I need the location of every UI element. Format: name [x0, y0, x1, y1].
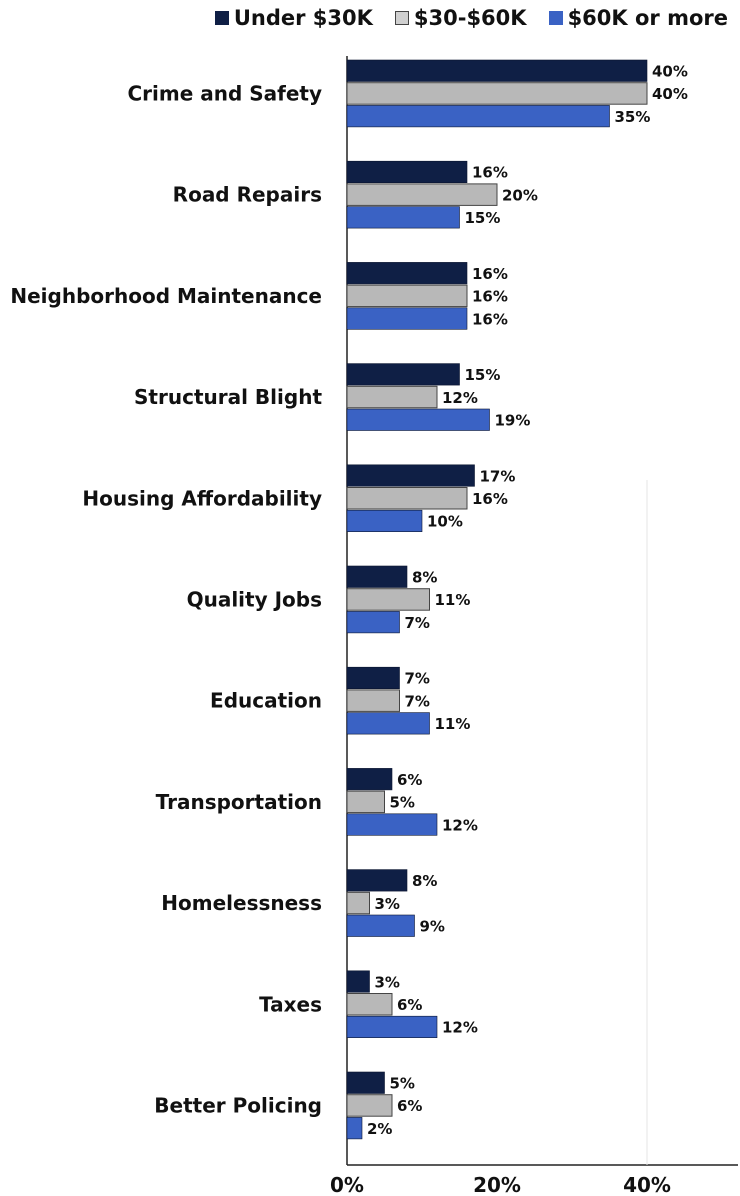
bar	[346, 588, 430, 611]
category-label: Better Policing	[154, 1093, 322, 1117]
data-label: 6%	[397, 996, 422, 1014]
bar	[346, 408, 490, 431]
x-tick-label: 20%	[473, 1173, 521, 1196]
bar	[346, 284, 468, 308]
bar	[346, 82, 648, 105]
data-label: 35%	[615, 108, 651, 126]
data-label: 5%	[390, 1075, 415, 1093]
bar	[346, 509, 423, 533]
bar	[346, 666, 400, 690]
legend-label-30-60k: $30-$60K	[413, 6, 527, 30]
category-label: Homelessness	[161, 891, 322, 915]
data-label: 12%	[442, 816, 478, 834]
data-label: 15%	[465, 366, 501, 384]
data-label: 12%	[442, 1019, 478, 1037]
data-label: 16%	[472, 490, 508, 508]
data-label: 16%	[472, 310, 508, 328]
data-label: 6%	[397, 1097, 422, 1115]
data-label: 19%	[495, 412, 531, 430]
data-label: 16%	[472, 265, 508, 283]
data-label: 3%	[375, 973, 400, 991]
data-label: 7%	[405, 670, 430, 688]
legend-swatch-under-30k	[214, 11, 229, 25]
data-label: 40%	[652, 85, 688, 103]
data-label: 12%	[442, 389, 478, 407]
bar	[346, 363, 460, 386]
category-label: Crime and Safety	[127, 81, 322, 105]
bar	[346, 611, 400, 634]
bar	[346, 970, 370, 993]
data-label: 8%	[412, 569, 437, 587]
bar	[346, 59, 648, 82]
bar	[346, 1071, 385, 1094]
bar	[346, 1015, 438, 1039]
data-label: 8%	[412, 872, 437, 890]
bar	[346, 993, 393, 1016]
bar	[346, 565, 408, 588]
data-label: 15%	[465, 209, 501, 227]
category-label: Taxes	[259, 992, 322, 1016]
data-label: 16%	[472, 164, 508, 182]
bar	[346, 869, 408, 892]
category-label: Neighborhood Maintenance	[10, 284, 322, 308]
category-label: Quality Jobs	[187, 587, 322, 611]
bar	[346, 1094, 393, 1117]
bar	[346, 262, 468, 285]
bar	[346, 712, 430, 735]
legend-swatch-30-60k	[394, 11, 409, 25]
data-label: 9%	[420, 918, 445, 936]
data-label: 20%	[502, 186, 538, 204]
category-label: Housing Affordability	[82, 486, 322, 510]
data-label: 10%	[427, 513, 463, 531]
x-tick-label: 40%	[623, 1173, 671, 1196]
bar	[346, 914, 415, 937]
legend: Under $30K $30-$60K $60K or more	[214, 6, 728, 30]
data-label: 17%	[480, 467, 516, 485]
bar	[346, 891, 370, 915]
category-label: Transportation	[156, 790, 322, 814]
data-label: 11%	[435, 591, 471, 609]
data-label: 16%	[472, 288, 508, 306]
legend-item-under-30k: Under $30K	[214, 6, 373, 30]
legend-item-60k-plus: $60K or more	[548, 6, 728, 30]
bar	[346, 105, 610, 128]
bar	[346, 689, 400, 712]
data-label: 7%	[405, 692, 430, 710]
legend-item-30-60k: $30-$60K	[394, 6, 527, 30]
bar	[346, 464, 475, 487]
bar	[346, 307, 468, 330]
data-label: 6%	[397, 771, 422, 789]
bar	[346, 206, 460, 229]
bar	[346, 790, 385, 814]
bar	[346, 487, 468, 510]
bar	[346, 183, 498, 206]
data-label: 40%	[652, 63, 688, 81]
bar	[346, 768, 393, 791]
bar	[346, 160, 468, 183]
data-label: 2%	[367, 1120, 392, 1138]
legend-label-60k-plus: $60K or more	[567, 6, 728, 30]
data-label: 11%	[435, 715, 471, 733]
category-label: Structural Blight	[134, 385, 322, 409]
data-label: 3%	[375, 895, 400, 913]
bar	[346, 385, 438, 409]
category-label: Road Repairs	[173, 183, 322, 207]
category-label: Education	[210, 689, 322, 713]
data-label: 5%	[390, 794, 415, 812]
data-label: 7%	[405, 614, 430, 632]
bar	[346, 813, 438, 836]
x-tick-label: 0%	[330, 1173, 364, 1196]
bar	[346, 1117, 363, 1140]
legend-swatch-60k-plus	[548, 11, 563, 25]
legend-label-under-30k: Under $30K	[233, 6, 373, 30]
